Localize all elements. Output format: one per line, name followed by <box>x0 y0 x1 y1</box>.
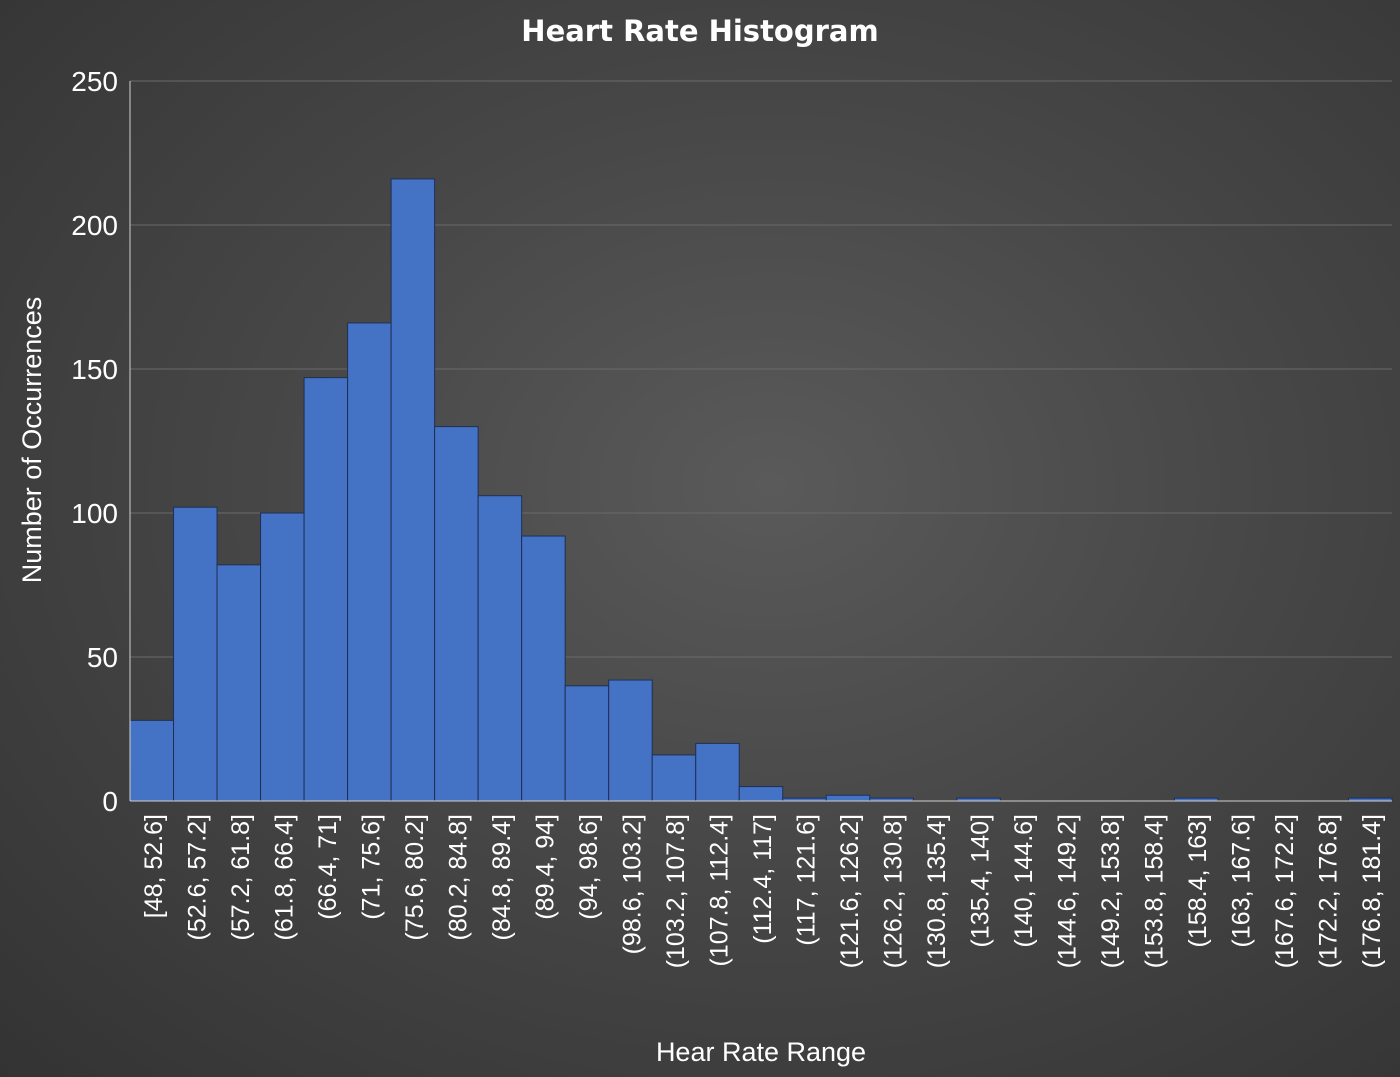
x-tick-label: (135.4, 140] <box>967 814 995 947</box>
x-tick-label: [48, 52.6] <box>140 814 168 918</box>
histogram-bar <box>825 794 871 802</box>
y-axis-ticks: 0 50 100 150 200 250 <box>71 66 118 817</box>
x-tick-label: (117, 121.6] <box>793 814 821 946</box>
x-tick-label: (126.2, 130.8] <box>880 814 908 968</box>
y-tick-label: 0 <box>102 786 118 817</box>
x-tick-label: (103.2, 107.8] <box>662 814 690 968</box>
x-tick-label: (107.8, 112.4] <box>705 814 733 966</box>
x-tick-label: (80.2, 84.8] <box>444 814 472 940</box>
histogram-bar <box>173 506 218 802</box>
histogram-bar <box>216 564 262 802</box>
x-axis-ticks: [48, 52.6] (52.6, 57.2] (57.2, 61.8] (61.8,… <box>140 814 1386 968</box>
y-axis-label: Number of Occurrences <box>17 297 47 584</box>
bars <box>129 178 1393 802</box>
y-tick-label: 150 <box>71 354 118 385</box>
chart-title: Heart Rate Histogram <box>521 14 878 48</box>
histogram-bar <box>608 679 653 802</box>
x-tick-label: (89.4, 94] <box>531 814 559 920</box>
x-tick-label: (144.6, 149.2] <box>1054 814 1082 968</box>
x-tick-label: (61.8, 66.4] <box>270 814 298 940</box>
x-tick-label: (121.6, 126.2] <box>836 814 864 968</box>
x-axis-label: Hear Rate Range <box>656 1037 866 1067</box>
histogram-bar <box>695 742 740 802</box>
x-tick-label: (158.4, 163] <box>1184 814 1212 947</box>
histogram-bar <box>651 754 697 802</box>
x-tick-label: (84.8, 89.4] <box>488 814 516 940</box>
histogram-bar <box>129 719 175 802</box>
x-tick-label: (66.4, 71] <box>314 814 342 920</box>
x-tick-label: (98.6, 103.2] <box>618 814 646 954</box>
y-tick-label: 100 <box>71 498 118 529</box>
histogram-bar <box>303 377 349 802</box>
histogram-bar <box>738 786 784 802</box>
y-tick-label: 250 <box>71 66 118 97</box>
histogram-bar <box>477 495 523 802</box>
x-tick-label: (75.6, 80.2] <box>401 814 429 940</box>
histogram-bar <box>260 512 305 802</box>
x-tick-label: (71, 75.6] <box>357 814 385 920</box>
x-tick-label: (52.6, 57.2] <box>183 814 211 940</box>
x-tick-label: (176.8, 181.4] <box>1358 814 1386 968</box>
x-tick-label: (163, 167.6] <box>1228 814 1256 947</box>
x-tick-label: (94, 98.6] <box>575 814 603 920</box>
y-tick-label: 50 <box>87 642 118 673</box>
x-tick-label: (149.2, 153.8] <box>1097 814 1125 968</box>
y-tick-label: 200 <box>71 210 118 241</box>
x-tick-label: (130.8, 135.4] <box>923 814 951 968</box>
x-tick-label: (57.2, 61.8] <box>227 814 255 940</box>
x-tick-label: (112.4, 117] <box>749 814 777 944</box>
x-tick-label: (140, 144.6] <box>1010 814 1038 947</box>
x-tick-label: (153.8, 158.4] <box>1141 814 1169 968</box>
histogram-bar <box>564 685 610 802</box>
histogram-bar <box>347 322 392 802</box>
x-tick-label: (167.6, 172.2] <box>1271 814 1299 968</box>
histogram-bar <box>521 535 566 802</box>
x-tick-label: (172.2, 176.8] <box>1315 814 1343 968</box>
histogram-bar <box>390 178 436 802</box>
histogram-bar <box>434 426 479 802</box>
